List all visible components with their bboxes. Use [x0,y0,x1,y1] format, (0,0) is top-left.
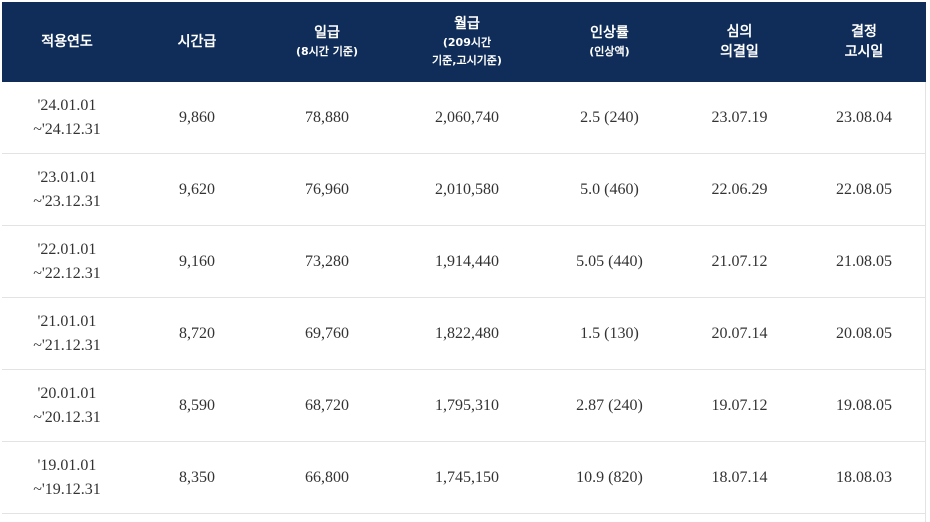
header-announced-line1: 결정 [851,24,877,40]
cell-announced: 18.08.03 [836,468,892,486]
cell-monthly: 1,745,150 [435,468,499,486]
cell-rate: 5.05 (440) [576,252,643,270]
cell-period: '21.01.01 ~'21.12.31 [2,298,132,369]
period-start: '19.01.01 [37,456,97,474]
table-body: '24.01.01 ~'24.12.31 9,860 78,880 2,060,… [2,82,926,522]
period-start: '20.01.01 [37,384,97,402]
cell-monthly: 2,060,740 [435,108,499,126]
cell-period: '20.01.01 ~'20.12.31 [2,370,132,441]
cell-decided: 20.07.14 [711,324,768,342]
cell-rate: 2.5 (240) [580,108,639,126]
period-end: ~'22.12.31 [33,264,101,282]
period-start: '22.01.01 [37,240,97,258]
header-monthly-sub1: (209시간 [442,36,492,49]
cell-daily: 76,960 [305,180,349,198]
cell-period: '24.01.01 ~'24.12.31 [2,82,132,153]
table-row: '21.01.01 ~'21.12.31 8,720 69,760 1,822,… [2,298,926,370]
cell-daily: 73,280 [305,252,349,270]
cell-hourly: 9,620 [179,180,215,198]
cell-hourly: 8,590 [179,396,215,414]
period-start: '24.01.01 [37,96,97,114]
header-rate: 인상률 (인상액) [542,2,677,82]
cell-rate: 1.5 (130) [580,324,639,342]
period-end: ~'24.12.31 [33,120,101,138]
period-start: '21.01.01 [37,312,97,330]
header-announced-line2: 고시일 [844,44,884,60]
cell-daily: 69,760 [305,324,349,342]
header-daily-sub: (8시간 기준) [295,45,359,58]
header-period: 적용연도 [2,2,132,82]
header-daily: 일급 (8시간 기준) [262,2,392,82]
header-hourly: 시간급 [132,2,262,82]
cell-monthly: 1,914,440 [435,252,499,270]
cell-decided: 18.07.14 [711,468,768,486]
table-row: '23.01.01 ~'23.12.31 9,620 76,960 2,010,… [2,154,926,226]
header-rate-sub: (인상액) [589,45,630,58]
period-end: ~'19.12.31 [33,480,101,498]
cell-monthly: 2,010,580 [435,180,499,198]
header-daily-label: 일급 [314,25,340,41]
cell-announced: 22.08.05 [836,180,892,198]
header-monthly-sub2: 기준,고시기준) [432,54,502,67]
table-row: '22.01.01 ~'22.12.31 9,160 73,280 1,914,… [2,226,926,298]
cell-decided: 19.07.12 [711,396,768,414]
header-monthly: 월급 (209시간 기준,고시기준) [392,2,542,82]
cell-hourly: 8,350 [179,468,215,486]
cell-rate: 10.9 (820) [576,468,643,486]
header-monthly-label: 월급 [454,16,480,32]
table-header: 적용연도 시간급 일급 (8시간 기준) 월급 (209시간 기준,고시기준) … [2,2,926,82]
cell-daily: 78,880 [305,108,349,126]
cell-monthly: 1,822,480 [435,324,499,342]
cell-decided: 21.07.12 [711,252,768,270]
header-decided: 심의 의결일 [677,2,802,82]
header-decided-line2: 의결일 [720,44,759,60]
header-announced: 결정 고시일 [802,2,926,82]
cell-announced: 21.08.05 [836,252,892,270]
period-end: ~'23.12.31 [33,192,101,210]
cell-period: '23.01.01 ~'23.12.31 [2,154,132,225]
cell-daily: 68,720 [305,396,349,414]
table-right-border [925,82,926,522]
period-end: ~'20.12.31 [33,408,101,426]
period-start: '23.01.01 [37,168,97,186]
table-row: '19.01.01 ~'19.12.31 8,350 66,800 1,745,… [2,442,926,514]
table-row: '20.01.01 ~'20.12.31 8,590 68,720 1,795,… [2,370,926,442]
header-decided-line1: 심의 [726,24,753,40]
table-row: '24.01.01 ~'24.12.31 9,860 78,880 2,060,… [2,82,926,154]
header-hourly-label: 시간급 [177,34,217,50]
cell-decided: 23.07.19 [711,108,768,126]
cell-announced: 23.08.04 [836,108,892,126]
cell-rate: 2.87 (240) [576,396,643,414]
cell-hourly: 8,720 [179,324,215,342]
cell-decided: 22.06.29 [711,180,768,198]
cell-hourly: 9,860 [179,108,215,126]
cell-monthly: 1,795,310 [435,396,499,414]
cell-announced: 20.08.05 [836,324,892,342]
header-period-label: 적용연도 [41,34,93,50]
period-end: ~'21.12.31 [33,336,101,354]
cell-period: '22.01.01 ~'22.12.31 [2,226,132,297]
cell-hourly: 9,160 [179,252,215,270]
cell-rate: 5.0 (460) [580,180,639,198]
cell-daily: 66,800 [305,468,349,486]
header-rate-label: 인상률 [590,25,629,41]
cell-announced: 19.08.05 [836,396,892,414]
cell-period: '19.01.01 ~'19.12.31 [2,442,132,513]
